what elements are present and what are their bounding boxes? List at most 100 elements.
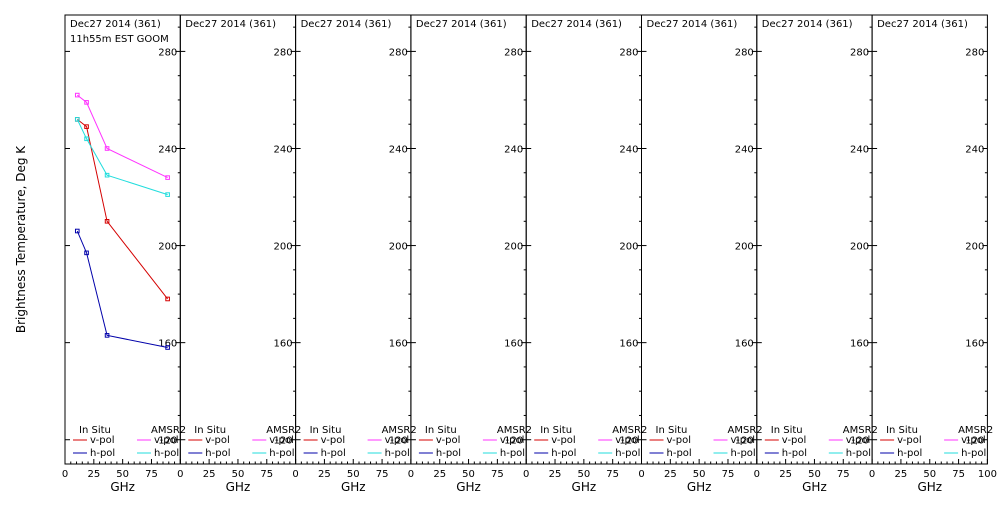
panel-4-ytick-label-240: 240 (504, 144, 523, 155)
panel-4-legend-insitu-vpol: v-pol (436, 435, 461, 446)
panel-2-ytick-label-280: 280 (274, 47, 293, 58)
panel-4-ytick-label-280: 280 (504, 47, 523, 58)
panel-2-legend-insitu-vpol: v-pol (205, 435, 230, 446)
panel-1-series-amsr2-h-pol-point-3 (165, 192, 170, 197)
panel-1-series-amsr2-v-pol-line (76, 94, 168, 179)
panel-5-ytick-label-280: 280 (619, 47, 638, 58)
panel-7-xtick-label-50: 50 (808, 469, 821, 480)
panel-4-title: Dec27 2014 (361) (416, 19, 507, 30)
panel-8-xtick-label-25: 25 (895, 469, 908, 480)
panel-4-legend-insitu-header: In Situ (425, 425, 457, 436)
panel-1-ytick-label-200: 200 (158, 242, 177, 253)
panel-1-xtick-label-25: 25 (87, 469, 100, 480)
panel-8-ytick-label-160: 160 (965, 339, 984, 350)
panel-7-legend-amsr2-vpol: v-pol (846, 435, 871, 446)
panel-7-legend-insitu-vpol: v-pol (782, 435, 807, 446)
panel-1-series-in-situ-h-pol-line (76, 230, 168, 348)
panel-8-ytick-label-240: 240 (965, 144, 984, 155)
panel-2-legend-amsr2-vpol: v-pol (269, 435, 294, 446)
panel-1-ytick-label-280: 280 (158, 47, 177, 58)
panel-7-title: Dec27 2014 (361) (762, 19, 853, 30)
panel-1-series-in-situ-h-pol-point-3 (165, 345, 170, 350)
panel-5-legend-insitu-vpol: v-pol (551, 435, 576, 446)
panel-7-ytick-label-160: 160 (850, 339, 869, 350)
panel-6-x-axis-label: GHz (687, 480, 712, 494)
panel-6-legend-amsr2-header: AMSR2 (728, 425, 763, 436)
panel-3-legend-insitu-header: In Situ (310, 425, 342, 436)
panel-1-legend-amsr2-header: AMSR2 (151, 425, 186, 436)
panel-1-frame (64, 14, 181, 465)
panel-2-ytick-label-120: 120 (274, 436, 293, 447)
panel-6-xtick-label-0: 0 (638, 469, 644, 480)
panel-3-title: Dec27 2014 (361) (301, 19, 392, 30)
panel-1-xtick-label-50: 50 (116, 469, 129, 480)
panel-4-legend-amsr2-header: AMSR2 (497, 425, 532, 436)
panel-3-legend-amsr2-vpol: v-pol (385, 435, 410, 446)
panel-2-legend-amsr2-header: AMSR2 (266, 425, 301, 436)
panel-4-xtick-label-0: 0 (408, 469, 414, 480)
panel-1-series-in-situ-v-pol-point-3 (165, 296, 170, 302)
panel-1-legend-insitu-header: In Situ (79, 425, 111, 436)
panel-7-frame (756, 14, 873, 465)
panel-6-legend-amsr2-hpol: h-pol (731, 448, 756, 459)
panel-5-ytick-label-200: 200 (619, 242, 638, 253)
panel-7-ytick-label-120: 120 (850, 436, 869, 447)
panel-3-legend-insitu-hpol: h-pol (321, 448, 346, 459)
panel-4-xtick-label-50: 50 (462, 469, 475, 480)
panel-3-ytick-label-240: 240 (389, 144, 408, 155)
panel-3-xtick-label-25: 25 (318, 469, 331, 480)
panel-2-xtick-label-0: 0 (177, 469, 183, 480)
panel-2-legend-amsr2-hpol: h-pol (269, 448, 294, 459)
panel-5-legend-amsr2-hpol: h-pol (615, 448, 640, 459)
panel-1-legend-amsr2-hpol: h-pol (154, 448, 179, 459)
panel-7-xtick-label-75: 75 (837, 469, 850, 480)
panel-8-legend-amsr2-vpol: v-pol (961, 435, 986, 446)
panel-8-ytick-label-280: 280 (965, 47, 984, 58)
panel-6-ytick-label-280: 280 (735, 47, 754, 58)
panel-6-xtick-label-75: 75 (722, 469, 735, 480)
panel-8-legend-amsr2-header: AMSR2 (958, 425, 993, 436)
panel-4-xtick-label-25: 25 (433, 469, 446, 480)
panel-6-legend-insitu-vpol: v-pol (667, 435, 692, 446)
panel-3-legend-amsr2-hpol: h-pol (385, 448, 410, 459)
panel-7-ytick-label-200: 200 (850, 242, 869, 253)
panel-5-legend-insitu-hpol: h-pol (551, 448, 576, 459)
panel-3-ytick-label-200: 200 (389, 242, 408, 253)
panel-4-legend-amsr2-vpol: v-pol (500, 435, 525, 446)
panel-2-x-axis-label: GHz (226, 480, 251, 494)
panel-7-legend-insitu-header: In Situ (771, 425, 803, 436)
panel-2-ytick-label-160: 160 (274, 339, 293, 350)
panel-3-xtick-label-0: 0 (292, 469, 298, 480)
panel-7-xtick-label-25: 25 (779, 469, 792, 480)
panel-8-legend-amsr2-hpol: h-pol (961, 448, 986, 459)
panel-1-series-amsr2-v-pol-point-3 (165, 175, 170, 180)
panel-5-legend-insitu-header: In Situ (540, 425, 572, 436)
panel-8-legend-insitu-hpol: h-pol (897, 448, 922, 459)
panel-7-legend-insitu-hpol: h-pol (782, 448, 807, 459)
panel-5-legend-amsr2-vpol: v-pol (615, 435, 640, 446)
panel-6-legend-amsr2-vpol: v-pol (731, 435, 756, 446)
panel-1-series-in-situ-h-pol-point-2 (104, 333, 110, 338)
panel-5-xtick-label-75: 75 (606, 469, 619, 480)
panel-1-series-in-situ-v-pol-point-2 (104, 218, 110, 224)
panel-2-ytick-label-200: 200 (274, 242, 293, 253)
panel-5-ytick-label-240: 240 (619, 144, 638, 155)
panel-3-ytick-label-160: 160 (389, 339, 408, 350)
panel-5-legend-amsr2-header: AMSR2 (612, 425, 647, 436)
panel-2-legend-insitu-hpol: h-pol (205, 448, 230, 459)
panel-3-ytick-label-120: 120 (389, 436, 408, 447)
panel-5-ytick-label-160: 160 (619, 339, 638, 350)
panel-7-ytick-label-240: 240 (850, 144, 869, 155)
panel-8-frame (871, 14, 988, 465)
panel-8-ytick-label-120: 120 (965, 436, 984, 447)
panel-4-ytick-label-120: 120 (504, 436, 523, 447)
panel-4-xtick-label-75: 75 (491, 469, 504, 480)
panel-1-series-in-situ-v-pol-line (76, 118, 169, 300)
panel-1-legend-insitu-vpol: v-pol (90, 435, 115, 446)
panel-6-legend-insitu-header: In Situ (656, 425, 688, 436)
panel-7-xtick-label-0: 0 (754, 469, 760, 480)
panel-4-legend-insitu-hpol: h-pol (436, 448, 461, 459)
panel-2-title: Dec27 2014 (361) (185, 19, 276, 30)
panel-1-series-amsr2-h-pol-point-2 (104, 172, 110, 178)
